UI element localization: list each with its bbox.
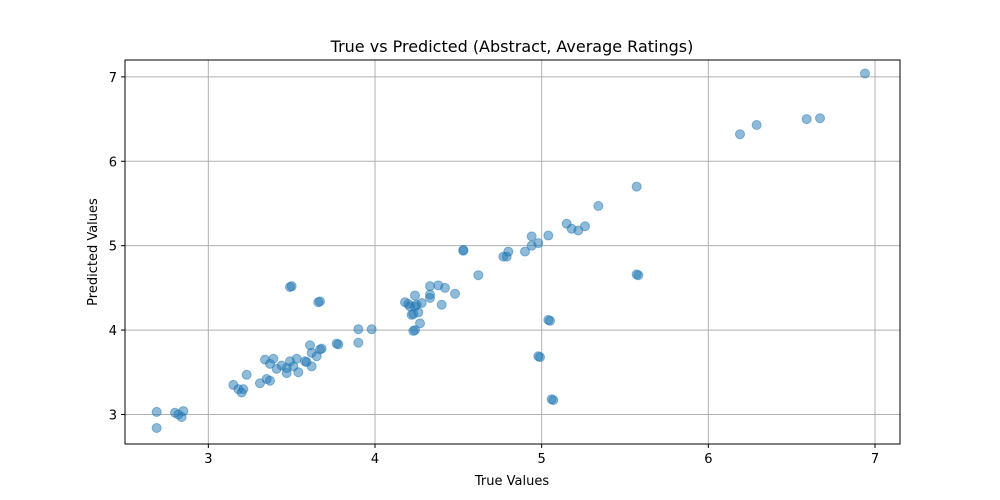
data-point: [801, 114, 812, 125]
data-point: [265, 375, 275, 386]
data-point: [593, 201, 604, 212]
data-point: [238, 384, 249, 395]
data-point: [503, 246, 514, 257]
chart-title: True vs Predicted (Abstract, Average Rat…: [330, 37, 694, 56]
data-point: [425, 281, 435, 292]
data-point: [580, 221, 590, 232]
y-axis-label: Predicted Values: [86, 198, 101, 306]
data-point: [458, 245, 469, 256]
data-point: [268, 353, 279, 364]
data-point: [415, 318, 425, 329]
x-tick-label: 5: [538, 452, 546, 467]
data-point: [416, 298, 427, 309]
data-point: [178, 406, 189, 417]
data-point: [413, 307, 424, 318]
data-point: [293, 367, 304, 378]
x-tick-label: 6: [704, 452, 712, 467]
y-tick-label: 7: [109, 71, 117, 86]
data-point: [436, 299, 447, 310]
data-point: [751, 119, 762, 130]
x-tick-label: 7: [871, 452, 879, 467]
data-point: [545, 315, 555, 326]
points-layer: [151, 68, 870, 433]
data-point: [543, 230, 554, 241]
data-point: [815, 113, 825, 124]
data-point: [526, 231, 537, 242]
grid-layer: [125, 60, 900, 444]
data-point: [366, 324, 377, 335]
ticks-layer: 3 4 5 6 7 3 4 5 6 7: [109, 71, 879, 467]
data-point: [333, 339, 344, 350]
data-point: [425, 292, 435, 303]
data-point: [631, 181, 642, 192]
data-point: [633, 270, 644, 281]
data-point: [440, 282, 450, 293]
data-point: [241, 369, 252, 380]
data-point: [473, 270, 484, 281]
data-point: [533, 238, 544, 249]
data-point: [315, 296, 325, 307]
y-tick-label: 6: [109, 155, 117, 170]
x-tick-label: 4: [371, 452, 379, 467]
y-tick-label: 5: [109, 240, 117, 255]
x-axis-label: True Values: [474, 474, 549, 489]
y-tick-label: 3: [109, 408, 117, 423]
data-point: [316, 343, 327, 354]
data-point: [535, 352, 545, 363]
data-point: [286, 281, 297, 292]
data-point: [450, 288, 460, 299]
data-point: [860, 68, 870, 79]
data-point: [410, 290, 420, 301]
data-point: [291, 353, 302, 364]
data-point: [306, 361, 317, 372]
plot-frame: [124, 59, 901, 445]
data-point: [410, 325, 420, 336]
data-point: [353, 337, 364, 348]
y-tick-label: 4: [109, 324, 117, 339]
data-point: [735, 129, 745, 140]
data-point: [151, 422, 162, 433]
data-point: [520, 246, 530, 257]
x-tick-label: 3: [204, 452, 212, 467]
data-point: [151, 406, 162, 417]
data-point: [353, 324, 364, 335]
data-point: [548, 395, 559, 406]
